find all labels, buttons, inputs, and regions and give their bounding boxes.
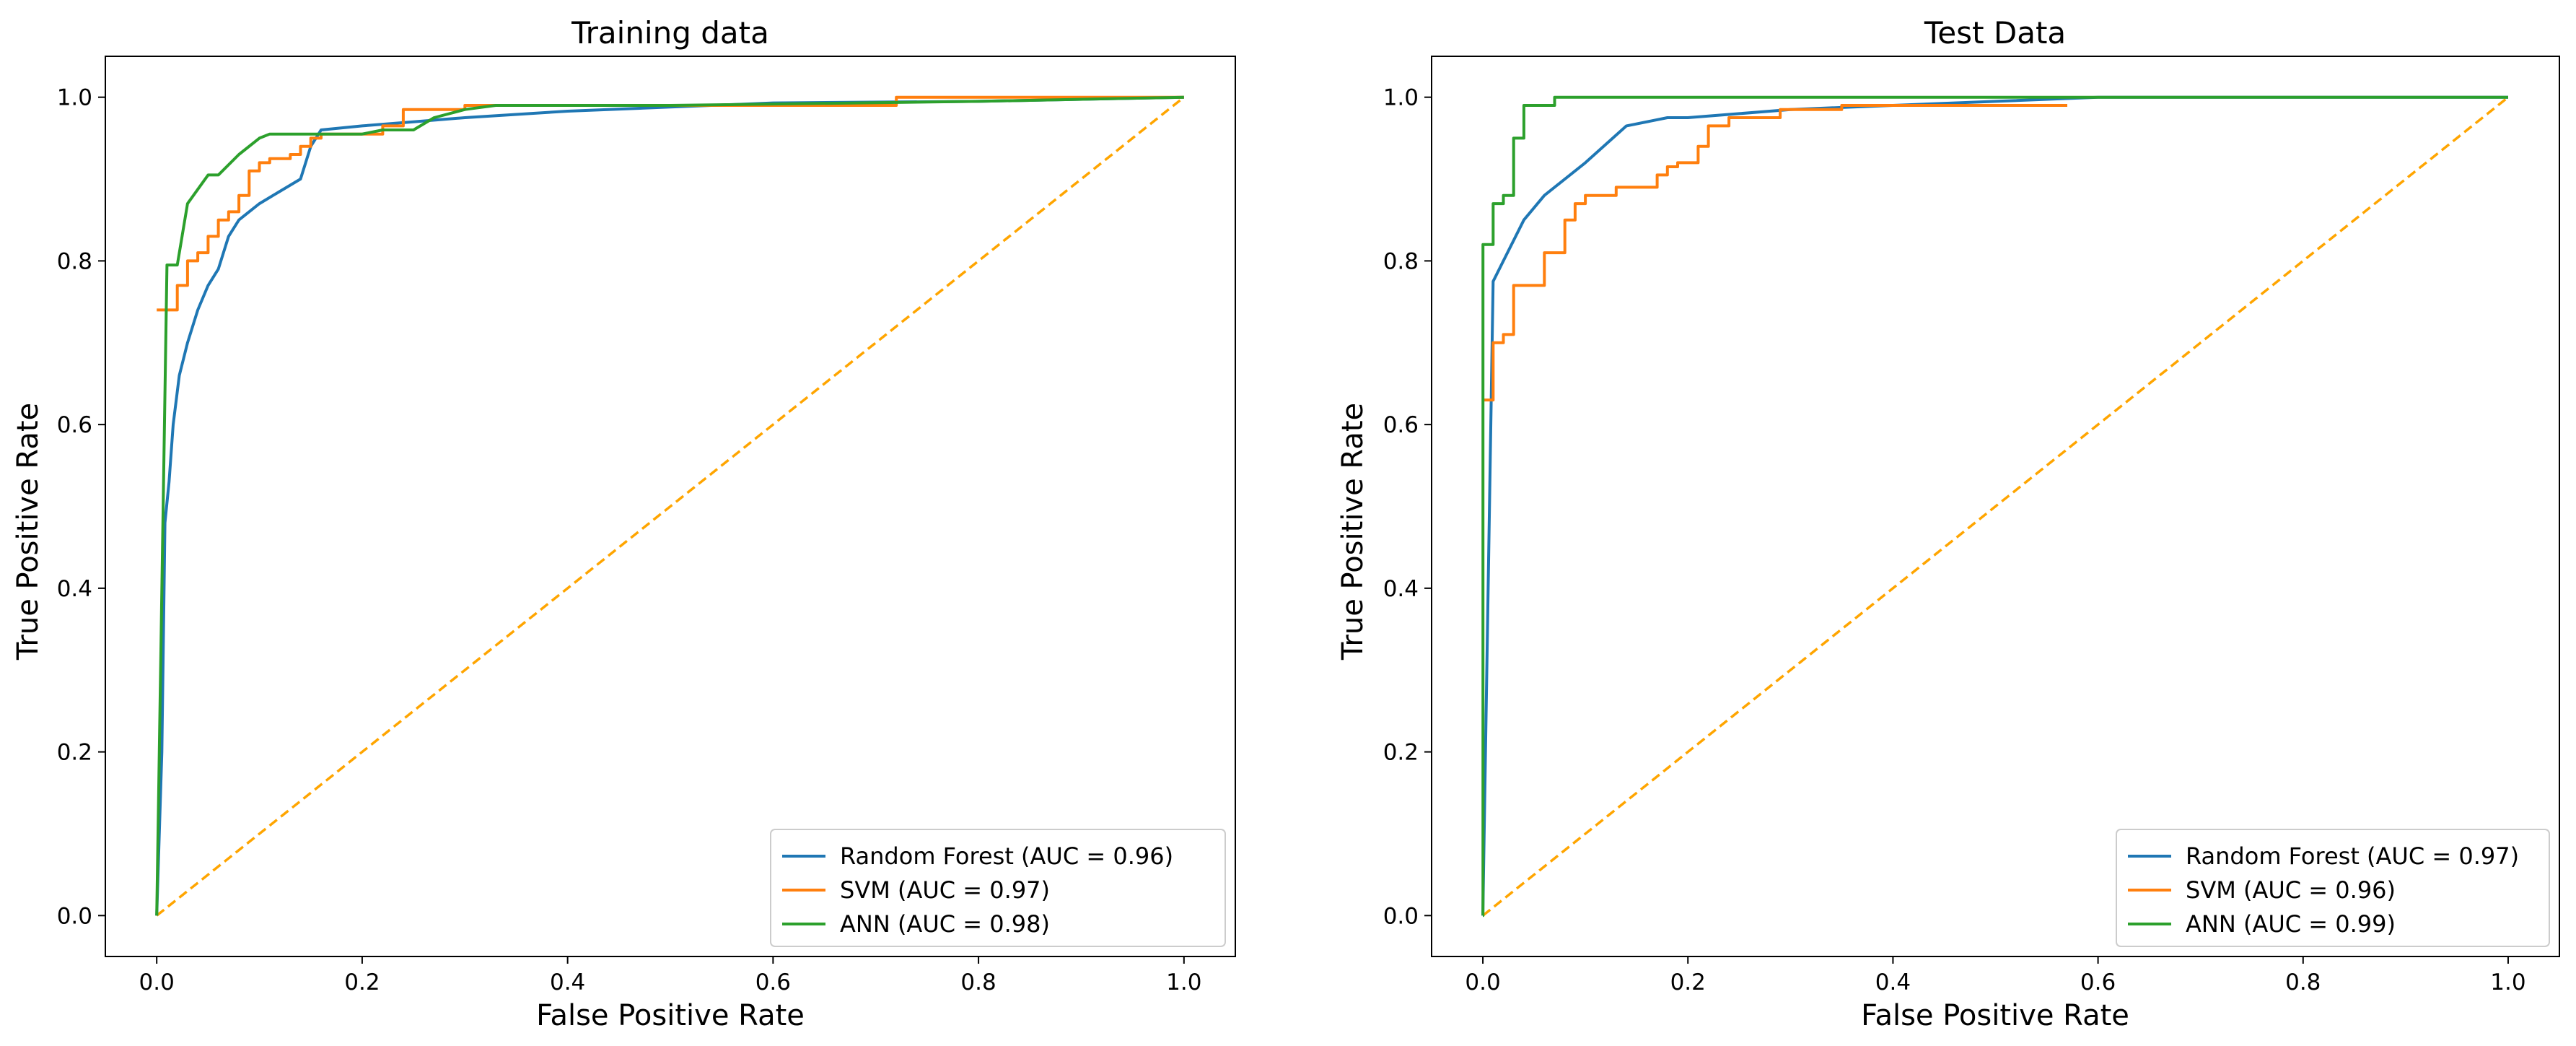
series-line-ann	[155, 95, 1184, 916]
x-tick-label: 0.8	[960, 969, 996, 995]
diagonal-reference-line	[1481, 96, 2510, 917]
x-axis-label-training: False Positive Rate	[536, 999, 805, 1032]
x-axis-label-test: False Positive Rate	[1861, 999, 2129, 1032]
legend-label: Random Forest (AUC = 0.96)	[840, 842, 1173, 870]
diagonal-reference-line	[156, 96, 1185, 917]
panel-test: Test Data 0.0 0.2 0.4 0.6 0.8 1.0 0.0 0.2 0.4 0.6…	[1336, 15, 2560, 1032]
y-tick-label: 0.8	[1383, 248, 1419, 274]
y-tick-label: 0.0	[1383, 903, 1419, 929]
x-tick-label: 0.4	[550, 969, 585, 995]
y-tick-label: 0.0	[57, 903, 92, 929]
series-line-ann	[1481, 95, 2508, 918]
x-tick-label: 0.0	[1465, 969, 1500, 995]
legend-label: SVM (AUC = 0.96)	[2186, 876, 2396, 904]
y-tick-label: 0.2	[1383, 740, 1419, 766]
legend-label: ANN (AUC = 0.98)	[840, 910, 1050, 938]
plot-area-test: 0.0 0.2 0.4 0.6 0.8 1.0 0.0 0.2 0.4 0.6 0.8 1.0 Rand…	[1383, 56, 2560, 995]
axes-frame-training	[105, 56, 1236, 957]
chart-title-training: Training data	[571, 15, 769, 51]
y-tick-label: 0.6	[57, 412, 92, 438]
x-tick-label: 1.0	[2490, 969, 2525, 995]
legend-label: SVM (AUC = 0.97)	[840, 876, 1050, 904]
legend-training: Random Forest (AUC = 0.96) SVM (AUC = 0.9…	[770, 829, 1226, 947]
panel-training: Training data 0.0 0.2 0.4 0.6 0.8 1.00.00.20.…	[12, 15, 1236, 1032]
series-line-random-forest	[1481, 95, 2508, 916]
series-line-svm	[157, 95, 1184, 312]
y-tick-label: 1.0	[1383, 85, 1419, 111]
series-line-svm	[1483, 104, 2067, 402]
x-tick-label: 0.0	[139, 969, 175, 995]
x-tick-label: 0.2	[1670, 969, 1706, 995]
x-tick-label: 0.2	[344, 969, 380, 995]
x-tick-label: 1.0	[1166, 969, 1201, 995]
y-tick-label: 0.4	[57, 576, 92, 602]
plot-area-training: 0.0 0.2 0.4 0.6 0.8 1.0 0.0 0.2 0.4 0.6 0.8 1.0 Rand…	[57, 56, 1236, 995]
y-tick-label: 0.6	[1383, 412, 1419, 438]
legend-label: Random Forest (AUC = 0.97)	[2186, 842, 2519, 870]
y-tick-label: 0.4	[1383, 576, 1419, 602]
chart-title-test: Test Data	[1924, 15, 2066, 51]
y-axis-label-training: True Positive Rate	[12, 403, 45, 661]
y-tick-label: 0.2	[57, 740, 92, 766]
legend-frame	[770, 829, 1226, 947]
legend-test: Random Forest (AUC = 0.97) SVM (AUC = 0.9…	[2116, 829, 2550, 947]
y-axis-label-test: True Positive Rate	[1336, 403, 1370, 661]
legend-frame	[2116, 829, 2550, 947]
y-tick-label: 0.8	[57, 248, 92, 274]
x-tick-label: 0.6	[755, 969, 791, 995]
x-tick-label: 0.8	[2285, 969, 2321, 995]
axes-frame-test	[1431, 56, 2560, 957]
y-tick-label: 1.0	[57, 85, 92, 111]
x-tick-label: 0.4	[1875, 969, 1911, 995]
x-tick-label: 0.6	[2080, 969, 2116, 995]
legend-label: ANN (AUC = 0.99)	[2186, 910, 2396, 938]
series-line-random-forest	[155, 95, 1184, 916]
